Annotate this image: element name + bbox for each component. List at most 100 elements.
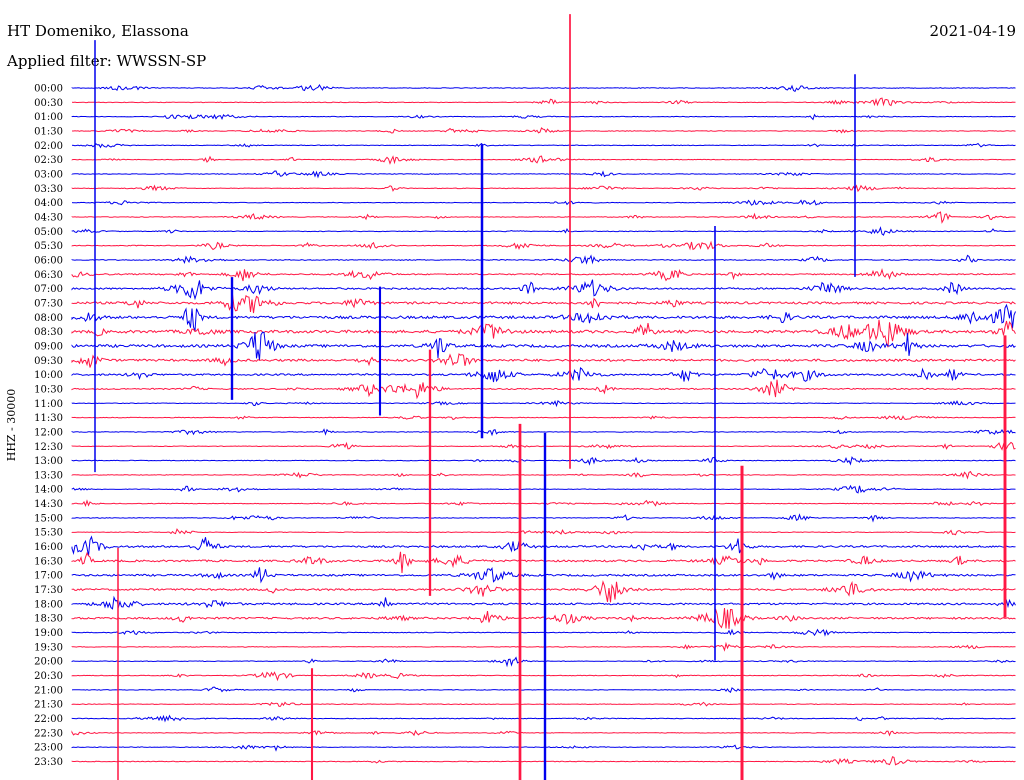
trace-line — [71, 379, 1016, 400]
trace-line — [71, 303, 1016, 332]
trace-line — [71, 366, 1016, 383]
row-label: 14:30 — [34, 499, 63, 510]
trace-line — [71, 441, 1016, 451]
trace-line — [71, 756, 1016, 766]
trace-line — [71, 470, 1016, 480]
row-label: 14:00 — [34, 485, 63, 496]
row-label: 11:00 — [34, 399, 63, 410]
trace-line — [71, 714, 1016, 723]
row-label: 03:00 — [34, 170, 63, 181]
trace-line — [71, 671, 1016, 682]
trace-line — [71, 155, 1016, 165]
trace-line — [71, 400, 1016, 408]
trace-line — [71, 428, 1016, 437]
trace-line — [71, 656, 1016, 668]
trace-line — [71, 513, 1016, 523]
row-label: 17:00 — [34, 571, 63, 582]
seismic-traces — [71, 84, 1016, 766]
trace-line — [71, 499, 1016, 508]
row-label: 06:30 — [34, 270, 63, 281]
row-label: 18:00 — [34, 599, 63, 610]
row-label: 09:30 — [34, 356, 63, 367]
trace-line — [71, 641, 1016, 652]
trace-line — [71, 294, 1016, 314]
trace-line — [71, 607, 1016, 629]
date-label: 2021-04-19 — [930, 22, 1016, 40]
row-label: 09:00 — [34, 341, 63, 352]
trace-line — [71, 84, 1016, 93]
trace-line — [71, 580, 1016, 603]
row-label: 10:00 — [34, 370, 63, 381]
row-label: 02:00 — [34, 141, 63, 152]
row-label: 21:00 — [34, 685, 63, 696]
trace-line — [71, 97, 1016, 107]
trace-line — [71, 279, 1016, 301]
event-spikes — [94, 14, 1007, 780]
trace-line — [71, 113, 1016, 121]
row-label: 21:30 — [34, 700, 63, 711]
row-label: 13:00 — [34, 456, 63, 467]
row-label: 15:30 — [34, 528, 63, 539]
trace-line — [71, 199, 1016, 206]
row-label: 20:00 — [34, 657, 63, 668]
row-label: 00:00 — [34, 84, 63, 95]
row-label: 16:30 — [34, 556, 63, 567]
trace-line — [71, 142, 1016, 149]
row-label: 08:00 — [34, 313, 63, 324]
row-label: 02:30 — [34, 155, 63, 166]
row-label: 17:30 — [34, 585, 63, 596]
row-label: 04:00 — [34, 198, 63, 209]
trace-line — [71, 567, 1016, 584]
row-label: 11:30 — [34, 413, 63, 424]
row-labels: 00:00 00:30 01:00 01:30 02:00 02:30 03:00 03:30… — [34, 84, 63, 769]
row-label: 12:30 — [34, 442, 63, 453]
trace-line — [71, 353, 1016, 368]
trace-line — [71, 319, 1016, 348]
station-title: HT Domeniko, Elassona — [7, 22, 189, 40]
row-label: 07:00 — [34, 284, 63, 295]
row-label: 10:30 — [34, 384, 63, 395]
row-label: 16:00 — [34, 542, 63, 553]
row-label: 01:00 — [34, 112, 63, 123]
trace-line — [71, 331, 1016, 361]
trace-line — [71, 170, 1016, 179]
trace-line — [71, 484, 1016, 494]
trace-line — [71, 595, 1016, 610]
row-label: 01:30 — [34, 127, 63, 138]
trace-line — [71, 240, 1016, 251]
trace-line — [72, 127, 1016, 134]
row-label: 18:30 — [34, 614, 63, 625]
trace-line — [71, 535, 1016, 556]
row-label: 05:30 — [34, 241, 63, 252]
row-label: 15:00 — [34, 513, 63, 524]
row-label: 19:00 — [34, 628, 63, 639]
row-label: 23:00 — [34, 743, 63, 754]
trace-line — [71, 528, 1016, 536]
trace-line — [71, 686, 1016, 693]
trace-line — [71, 456, 1016, 466]
trace-line — [71, 729, 1016, 737]
trace-line — [71, 415, 1016, 421]
row-label: 20:30 — [34, 671, 63, 682]
row-label: 12:00 — [34, 427, 63, 438]
trace-line — [71, 701, 1016, 707]
row-label: 00:30 — [34, 98, 63, 109]
trace-line — [71, 184, 1016, 193]
row-label: 03:30 — [34, 184, 63, 195]
filter-label: Applied filter: WWSSN-SP — [6, 52, 206, 70]
trace-line — [71, 211, 1016, 224]
row-label: 07:30 — [34, 298, 63, 309]
trace-line — [71, 628, 1016, 637]
row-label: 05:00 — [34, 227, 63, 238]
row-label: 08:30 — [34, 327, 63, 338]
row-label: 04:30 — [34, 213, 63, 224]
trace-line — [71, 254, 1016, 265]
trace-line — [71, 268, 1016, 282]
row-label: 19:30 — [34, 642, 63, 653]
trace-line — [71, 744, 1016, 752]
row-label: 22:00 — [34, 714, 63, 725]
channel-label: HHZ - 30000 — [5, 389, 18, 462]
trace-line — [71, 226, 1016, 236]
row-label: 13:30 — [34, 470, 63, 481]
